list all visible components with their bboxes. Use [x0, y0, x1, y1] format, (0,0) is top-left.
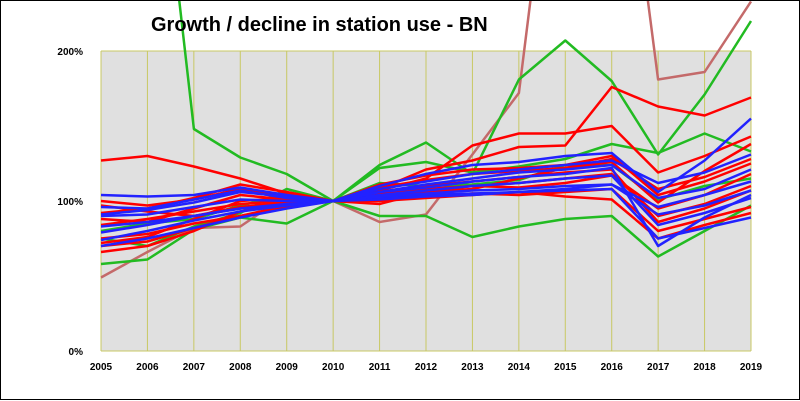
series-line-23 — [100, 187, 752, 248]
series-line-1 — [100, 1, 753, 279]
series-line-6 — [100, 124, 752, 203]
series-line-16 — [100, 117, 752, 203]
x-axis-labels: 2005 2006 2007 2008 2009 2010 2011 2012 2013 2014… — [90, 362, 763, 373]
x-tick-label: 2016 — [601, 362, 624, 373]
x-tick-label: 2018 — [693, 362, 716, 373]
x-tick-label: 2012 — [415, 362, 438, 373]
x-tick-label: 2009 — [276, 362, 299, 373]
series-line-22 — [100, 163, 752, 216]
x-tick-label: 2015 — [554, 362, 577, 373]
x-tick-label: 2008 — [229, 362, 252, 373]
x-tick-label: 2011 — [369, 362, 391, 373]
series-line-21 — [100, 183, 752, 228]
chart-title: Growth / decline in station use - BN — [151, 14, 488, 36]
x-tick-label: 2013 — [461, 362, 484, 373]
x-tick-label: 2006 — [136, 362, 159, 373]
y-tick-label: 0% — [69, 347, 84, 358]
y-tick-label: 100% — [57, 197, 83, 208]
x-tick-label: 2014 — [508, 362, 531, 373]
x-tick-label: 2007 — [183, 362, 206, 373]
series-lines — [100, 1, 753, 279]
x-tick-label: 2017 — [647, 362, 670, 373]
y-axis-labels: 0% 100% 200% — [57, 47, 83, 358]
x-tick-label: 2019 — [740, 362, 763, 373]
x-tick-label: 2010 — [322, 362, 345, 373]
series-line-18 — [100, 180, 752, 218]
x-tick-label: 2005 — [90, 362, 113, 373]
grid — [100, 50, 752, 352]
series-line-2 — [178, 1, 753, 203]
y-tick-label: 200% — [57, 47, 83, 58]
series-line-19 — [100, 174, 752, 242]
series-line-20 — [100, 153, 752, 210]
